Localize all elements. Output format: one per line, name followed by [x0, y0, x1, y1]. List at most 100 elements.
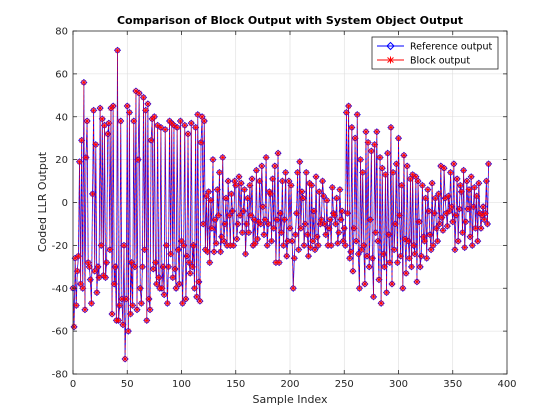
block-point	[416, 218, 422, 225]
block-point	[390, 169, 396, 176]
block-point	[286, 178, 292, 184]
block-point	[184, 253, 190, 259]
reference-point	[167, 250, 175, 258]
reference-point	[439, 226, 447, 234]
reference-point	[484, 160, 493, 168]
y-tick-label: 80	[55, 27, 68, 38]
block-point	[221, 238, 227, 244]
block-point	[315, 242, 322, 249]
reference-point	[279, 241, 288, 249]
block-point	[435, 191, 442, 197]
block-point	[453, 212, 459, 219]
block-point	[378, 300, 384, 307]
block-point	[180, 242, 187, 249]
block-point	[365, 139, 371, 146]
reference-point	[332, 220, 340, 228]
block-point	[383, 289, 390, 296]
block-point	[97, 105, 103, 111]
block-point	[352, 135, 358, 141]
block-point	[206, 259, 213, 266]
block-point	[324, 197, 330, 204]
reference-point	[267, 237, 276, 245]
reference-point	[212, 239, 220, 247]
block-point	[147, 306, 153, 313]
block-point	[288, 182, 294, 189]
block-point	[268, 238, 275, 244]
block-point	[343, 109, 350, 116]
block-point	[207, 197, 214, 204]
reference-point	[468, 241, 476, 249]
block-point	[292, 231, 299, 238]
reference-point	[239, 207, 247, 215]
reference-point	[211, 216, 219, 224]
reference-point	[433, 237, 442, 245]
block-point	[360, 242, 367, 249]
block-point	[447, 169, 454, 176]
reference-point	[126, 310, 135, 318]
block-point	[370, 294, 377, 300]
block-point	[484, 221, 491, 227]
block-point	[346, 255, 353, 262]
block-point	[151, 113, 158, 120]
block-point	[407, 176, 414, 182]
reference-point	[402, 269, 410, 277]
block-point	[232, 182, 239, 189]
block-point	[217, 249, 224, 255]
reference-point	[245, 228, 253, 237]
block-point	[78, 137, 85, 144]
reference-point	[206, 258, 214, 267]
block-point	[368, 148, 375, 154]
reference-point	[103, 258, 111, 267]
block-point	[77, 281, 84, 287]
reference-point	[123, 102, 131, 110]
block-point	[171, 122, 177, 129]
reference-point	[241, 250, 250, 258]
block-point	[408, 264, 415, 270]
reference-point	[288, 237, 296, 245]
block-point	[265, 221, 272, 227]
reference-point	[104, 130, 112, 138]
block-point	[274, 216, 280, 223]
block-point	[175, 246, 182, 253]
reference-point	[193, 293, 201, 301]
reference-point	[407, 263, 416, 271]
block-point	[85, 259, 91, 266]
block-point	[137, 285, 144, 292]
reference-point	[377, 299, 385, 307]
block-point	[174, 124, 180, 131]
reference-point	[313, 233, 321, 241]
block-point	[369, 255, 376, 262]
chart-title: Comparison of Block Output with System O…	[117, 14, 463, 27]
block-point	[460, 167, 467, 174]
block-point	[79, 285, 86, 292]
block-point	[312, 246, 318, 253]
reference-point	[301, 220, 309, 228]
block-point	[342, 242, 349, 249]
block-point	[187, 270, 193, 277]
reference-point	[320, 192, 328, 200]
block-point	[446, 208, 453, 214]
block-point	[287, 225, 293, 232]
y-tick-label: -80	[52, 370, 68, 381]
reference-point	[214, 211, 222, 219]
block-point	[258, 163, 265, 169]
block-point	[201, 118, 208, 124]
block-point	[117, 118, 124, 124]
block-point	[262, 216, 268, 223]
reference-point	[362, 128, 370, 136]
block-point	[114, 47, 121, 54]
reference-point	[185, 258, 193, 267]
block-point	[353, 238, 359, 244]
reference-point	[314, 241, 322, 249]
block-point	[466, 186, 472, 193]
block-point	[222, 221, 228, 227]
block-point	[468, 173, 474, 180]
block-point	[161, 291, 167, 298]
block-point	[444, 223, 451, 229]
block-point	[439, 214, 445, 221]
block-point	[236, 173, 242, 180]
block-point	[431, 210, 438, 217]
x-tick-label: 250	[335, 379, 354, 390]
block-point	[136, 90, 142, 96]
block-point	[278, 229, 285, 236]
